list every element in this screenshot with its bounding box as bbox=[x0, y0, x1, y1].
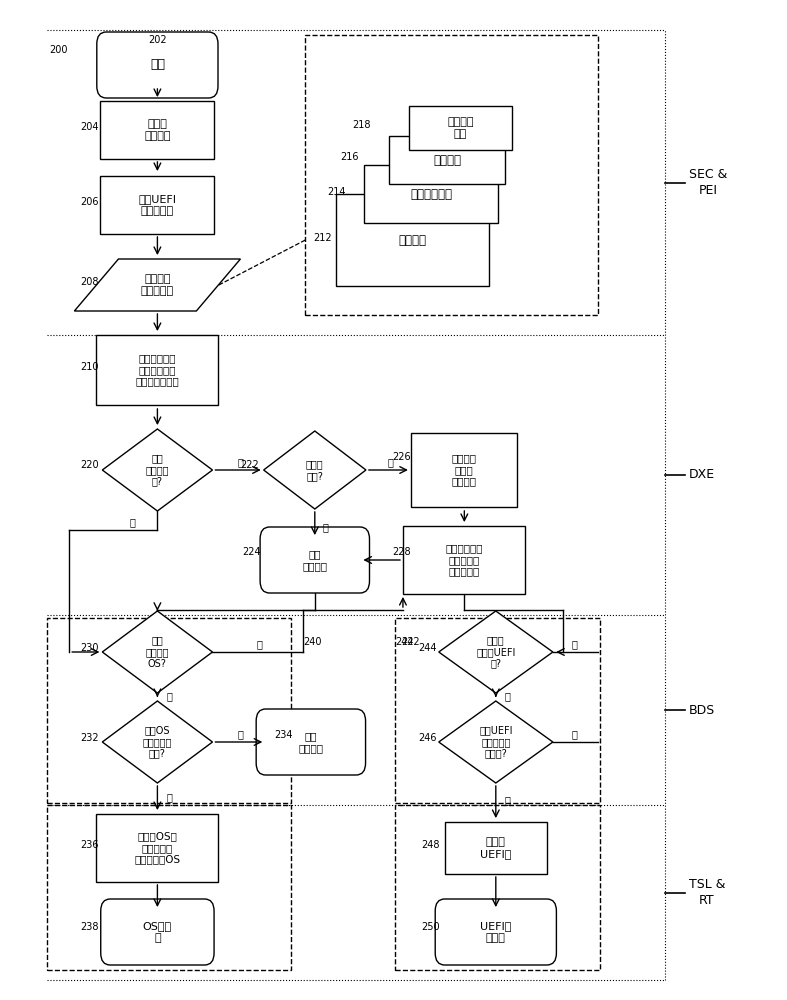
Text: 206: 206 bbox=[80, 197, 99, 207]
Bar bbox=[96, 814, 218, 882]
Text: UEFI壳
运行时: UEFI壳 运行时 bbox=[480, 921, 512, 943]
Text: 环境因素
引导: 环境因素 引导 bbox=[447, 117, 474, 139]
Bar bbox=[409, 106, 512, 150]
FancyBboxPatch shape bbox=[97, 32, 218, 98]
Text: 236: 236 bbox=[80, 840, 99, 850]
Text: 214: 214 bbox=[327, 187, 346, 197]
Text: 是: 是 bbox=[504, 691, 511, 701]
Text: 224: 224 bbox=[242, 547, 261, 557]
Text: 244: 244 bbox=[419, 643, 438, 653]
Text: 208: 208 bbox=[80, 277, 99, 287]
Text: 加载并且初始
化传感器层顶
部上的使用模块: 加载并且初始 化传感器层顶 部上的使用模块 bbox=[135, 353, 179, 387]
Text: 228: 228 bbox=[392, 547, 411, 557]
Text: 是: 是 bbox=[166, 691, 172, 701]
Text: 230: 230 bbox=[80, 643, 99, 653]
Text: 202: 202 bbox=[148, 35, 167, 45]
Text: 用于OS
的初始化的
条件?: 用于OS 的初始化的 条件? bbox=[142, 725, 172, 759]
Text: 216: 216 bbox=[340, 152, 359, 162]
Text: 发动UEFI
初始化过程: 发动UEFI 初始化过程 bbox=[139, 194, 176, 216]
Text: 加电: 加电 bbox=[150, 58, 165, 72]
Polygon shape bbox=[439, 701, 552, 783]
Text: 否: 否 bbox=[237, 729, 243, 739]
Text: 是: 是 bbox=[166, 792, 172, 802]
Text: 校准模块: 校准模块 bbox=[433, 153, 461, 166]
FancyBboxPatch shape bbox=[435, 899, 556, 965]
Text: 是时
候初始化
OS?: 是时 候初始化 OS? bbox=[146, 635, 169, 669]
Bar bbox=[101, 101, 214, 159]
Text: 初始化
基本固件: 初始化 基本固件 bbox=[144, 119, 171, 141]
FancyBboxPatch shape bbox=[260, 527, 370, 593]
Text: 对所收集的传
感器数据执
行使用模块: 对所收集的传 感器数据执 行使用模块 bbox=[445, 543, 483, 577]
Text: 212: 212 bbox=[313, 233, 332, 243]
Text: OS运行
时: OS运行 时 bbox=[142, 921, 172, 943]
Text: 终止
引导过程: 终止 引导过程 bbox=[298, 731, 323, 753]
Bar bbox=[364, 165, 498, 223]
Text: 242: 242 bbox=[401, 637, 420, 647]
Text: 238: 238 bbox=[80, 922, 99, 932]
Text: 供应模块: 供应模块 bbox=[398, 233, 427, 246]
Bar bbox=[335, 194, 489, 286]
Bar bbox=[445, 822, 547, 874]
Text: 否: 否 bbox=[129, 517, 135, 527]
Text: 220: 220 bbox=[80, 460, 99, 470]
Text: 传感器
可用?: 传感器 可用? bbox=[306, 459, 323, 481]
Text: 是时候
初始化UEFI
壳?: 是时候 初始化UEFI 壳? bbox=[476, 635, 515, 669]
Text: 否: 否 bbox=[322, 522, 328, 532]
Text: 初始化OS并
且将传感器
信息传递给OS: 初始化OS并 且将传感器 信息传递给OS bbox=[135, 831, 180, 865]
Text: 248: 248 bbox=[421, 840, 440, 850]
Bar bbox=[47, 618, 291, 803]
Text: 是: 是 bbox=[504, 795, 511, 805]
Text: 218: 218 bbox=[353, 120, 371, 130]
Text: TSL &
RT: TSL & RT bbox=[689, 879, 725, 906]
Text: 传感
器轮询间
隔?: 传感 器轮询间 隔? bbox=[146, 453, 169, 487]
Text: 否: 否 bbox=[257, 639, 263, 649]
Text: 234: 234 bbox=[274, 730, 293, 740]
Text: 222: 222 bbox=[240, 460, 259, 470]
Bar bbox=[96, 335, 218, 405]
FancyBboxPatch shape bbox=[257, 709, 365, 775]
Text: 是: 是 bbox=[237, 457, 243, 467]
Text: 用于UEFI
壳的初始化
的条件?: 用于UEFI 壳的初始化 的条件? bbox=[479, 725, 512, 759]
Bar bbox=[47, 805, 291, 970]
Text: 执行
本地报告: 执行 本地报告 bbox=[302, 549, 327, 571]
Polygon shape bbox=[102, 701, 212, 783]
Text: 232: 232 bbox=[80, 733, 99, 743]
Text: 数据安全模块: 数据安全模块 bbox=[410, 188, 453, 200]
Text: 242: 242 bbox=[395, 637, 414, 647]
Bar bbox=[411, 432, 517, 507]
Text: SEC &
PEI: SEC & PEI bbox=[689, 168, 727, 196]
Text: 246: 246 bbox=[419, 733, 438, 743]
Bar bbox=[101, 176, 214, 234]
Bar bbox=[395, 805, 600, 970]
Polygon shape bbox=[102, 611, 212, 693]
Polygon shape bbox=[264, 431, 366, 509]
Text: 初始化
UEFI壳: 初始化 UEFI壳 bbox=[480, 837, 512, 859]
Polygon shape bbox=[439, 611, 552, 693]
Text: 210: 210 bbox=[80, 362, 99, 372]
Polygon shape bbox=[102, 429, 212, 511]
Text: 收集传感
器数据
并且记录: 收集传感 器数据 并且记录 bbox=[452, 453, 477, 487]
Text: 226: 226 bbox=[392, 452, 411, 462]
Bar bbox=[305, 35, 598, 315]
Text: BDS: BDS bbox=[689, 704, 715, 716]
Text: 是: 是 bbox=[387, 457, 394, 467]
Bar bbox=[389, 136, 505, 184]
Bar bbox=[403, 526, 525, 594]
FancyBboxPatch shape bbox=[101, 899, 214, 965]
Text: 240: 240 bbox=[303, 637, 322, 647]
Text: 200: 200 bbox=[49, 45, 68, 55]
Text: 平台启动
发现传感器: 平台启动 发现传感器 bbox=[141, 274, 174, 296]
Text: 否: 否 bbox=[571, 639, 578, 649]
Polygon shape bbox=[74, 259, 241, 311]
Text: 否: 否 bbox=[571, 729, 578, 739]
Text: 250: 250 bbox=[421, 922, 440, 932]
Text: DXE: DXE bbox=[689, 468, 715, 482]
Text: 204: 204 bbox=[80, 122, 99, 132]
Bar bbox=[395, 618, 600, 803]
